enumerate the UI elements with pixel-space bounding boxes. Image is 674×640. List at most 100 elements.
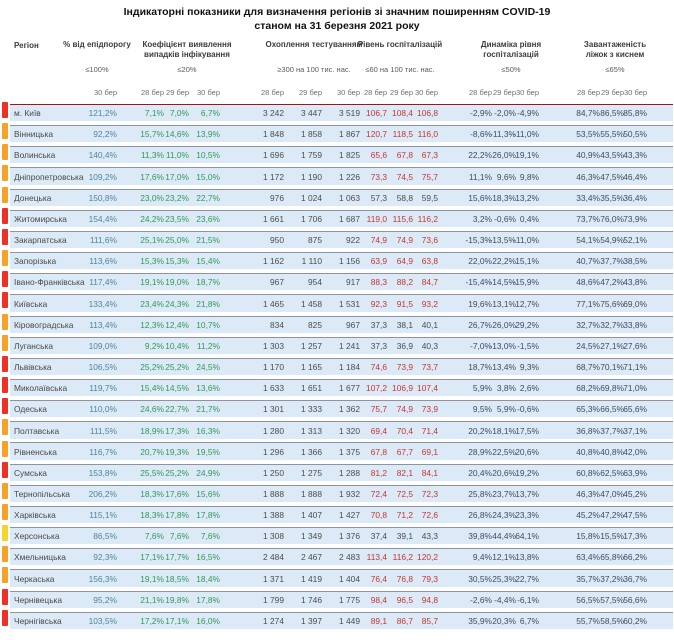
coef-value: 24,2%: [140, 213, 164, 224]
epid-value: 103,5%: [88, 615, 117, 626]
table-row: Сумська 153,8% 25,5% 25,2% 24,9% 1 250 1 275 1 …: [0, 460, 674, 481]
hosp-value: 74,9: [396, 404, 413, 415]
hosp-value: 67,8: [370, 446, 387, 457]
test-value: 1 303: [263, 340, 284, 351]
epid-value: 154,4%: [88, 213, 117, 224]
hosp-value: 89,1: [370, 615, 387, 626]
occ-value: 36,8%: [576, 425, 600, 436]
occ-value: 63,9%: [623, 467, 647, 478]
test-value: 1 775: [339, 594, 360, 605]
coef-value: 23,4%: [140, 298, 164, 309]
epid-value: 95,2%: [93, 594, 117, 605]
dyn-value: 26,8%: [468, 510, 492, 521]
row-band: [10, 569, 673, 587]
dyn-value: 22,2%: [468, 150, 492, 161]
test-value: 1 449: [339, 615, 360, 626]
occ-value: 47,0%: [600, 488, 624, 499]
status-marker-orange: [2, 165, 8, 182]
dyn-value: 22,5%: [492, 446, 516, 457]
region-name: Миколаївська: [14, 383, 68, 394]
occ-value: 84,7%: [576, 108, 600, 119]
occ-value: 43,8%: [623, 277, 647, 288]
row-band: [10, 188, 673, 206]
dyn-value: -11,0%: [513, 235, 539, 246]
dyn-value: -4,4%: [494, 594, 516, 605]
occ-value: 52,1%: [623, 235, 647, 246]
occ-value: 57,5%: [600, 594, 624, 605]
coef-value: 13,9%: [196, 129, 220, 140]
row-band: [10, 611, 673, 629]
coef-value: 24,5%: [196, 362, 220, 373]
test-value: 1 296: [263, 446, 284, 457]
hosp-value: 72,6: [421, 510, 438, 521]
dyn-value: -11,0%: [513, 129, 539, 140]
occ-value: 45,2%: [576, 510, 600, 521]
hosp-value: 72,5: [396, 488, 413, 499]
table-row: Полтавська 111,5% 18,9% 17,3% 16,3% 1 280 1 31…: [0, 417, 674, 439]
test-value: 1 633: [263, 383, 284, 394]
occ-value: 40,8%: [576, 446, 600, 457]
epid-value: 117,4%: [89, 277, 117, 288]
region-name: Одеська: [14, 404, 47, 415]
coef-value: 18,3%: [140, 488, 164, 499]
coef-value: 20,7%: [140, 446, 164, 457]
coef-value: 18,3%: [140, 510, 164, 521]
status-marker-orange: [2, 123, 8, 140]
test-value: 1 024: [301, 192, 322, 203]
region-name: Черкаська: [14, 573, 55, 584]
occ-value: 77,1%: [576, 298, 600, 309]
row-band: [10, 442, 673, 460]
coef-value: 15,0%: [196, 171, 220, 182]
dyn-value: -15,4%: [465, 277, 492, 288]
dyn-value: -4,9%: [517, 108, 539, 119]
occ-value: 27,1%: [600, 340, 624, 351]
occ-value: 47,5%: [623, 510, 647, 521]
coef-value: 14,5%: [165, 383, 189, 394]
date-label-occ: 29 бер: [601, 88, 624, 97]
occ-value: 37,7%: [600, 425, 624, 436]
dyn-value: -2,9%: [470, 108, 492, 119]
test-value: 917: [346, 277, 360, 288]
dyn-value: 22,0%: [468, 256, 492, 267]
epid-value: 113,6%: [89, 256, 117, 267]
status-marker-red: [2, 588, 8, 605]
row-band: [10, 336, 673, 354]
coef-value: 17,3%: [165, 425, 189, 436]
date-label-dyn: 30 бер: [516, 88, 539, 97]
occ-value: 58,5%: [600, 615, 624, 626]
coef-value: 7,0%: [169, 108, 189, 119]
occ-value: 35,5%: [600, 192, 624, 203]
dyn-value: 11,1%: [468, 171, 492, 182]
coef-value: 19,5%: [196, 446, 220, 457]
region-name: Чернігівська: [14, 615, 62, 626]
dyn-value: 19,6%: [468, 298, 492, 309]
coef-value: 7,6%: [144, 531, 164, 542]
column-group-threshold: ≤50%: [501, 65, 521, 74]
test-value: 1 888: [301, 488, 322, 499]
epid-value: 92,2%: [93, 129, 117, 140]
coef-value: 25,2%: [165, 467, 189, 478]
table-row: Закарпатська 111,6% 25,1% 25,0% 21,5% 950 875 9…: [0, 227, 674, 249]
dyn-value: -13,0%: [489, 340, 516, 351]
dyn-value: 20,2%: [468, 425, 492, 436]
hosp-value: 98,4: [370, 594, 387, 605]
region-name: Львівська: [14, 362, 52, 373]
dyn-value: 9,4%: [472, 552, 492, 563]
column-group-title: Динаміка рівня госпіталізацій: [480, 40, 542, 59]
hosp-value: 58,8: [396, 192, 413, 203]
coef-value: 17,0%: [165, 171, 189, 182]
occ-value: 86,5%: [600, 108, 624, 119]
test-value: 1 858: [301, 129, 322, 140]
occ-value: 36,4%: [623, 192, 647, 203]
hosp-value: 93,2: [421, 298, 438, 309]
occ-value: 70,1%: [600, 362, 624, 373]
dyn-value: -6,1%: [517, 594, 539, 605]
region-name: Тернопільська: [14, 488, 70, 499]
dyn-value: 20,6%: [515, 446, 539, 457]
hosp-value: 64,9: [396, 256, 413, 267]
coef-value: 7,6%: [200, 531, 220, 542]
test-value: 967: [270, 277, 284, 288]
coef-value: 23,6%: [196, 213, 220, 224]
region-name: Запорізька: [14, 256, 57, 267]
coef-value: 11,0%: [165, 150, 189, 161]
